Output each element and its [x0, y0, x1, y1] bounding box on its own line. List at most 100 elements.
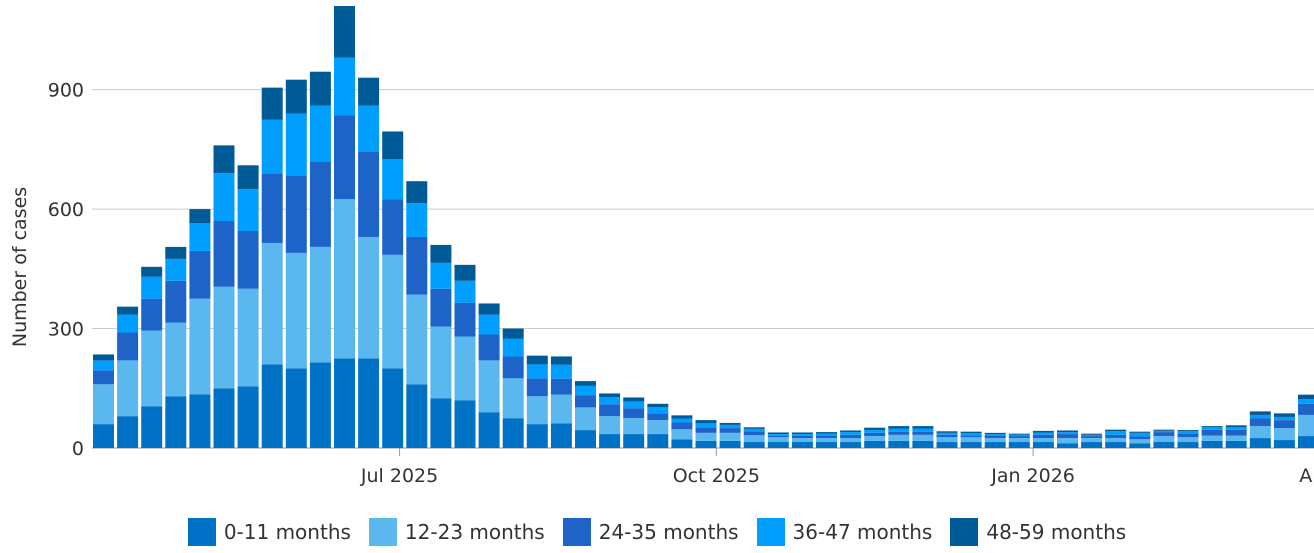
bar-segment — [1057, 434, 1078, 439]
bar-segment — [1201, 435, 1223, 441]
bar-segment — [1081, 436, 1103, 439]
bar-segment — [309, 362, 331, 448]
bar-segment — [599, 393, 621, 398]
bar-segment — [912, 431, 934, 435]
bar-segment — [936, 432, 958, 435]
y-axis-title: Number of cases — [9, 187, 31, 347]
bar-segment — [912, 428, 934, 432]
bar-segment — [502, 328, 524, 339]
bar-stack — [502, 328, 524, 448]
bar-segment — [165, 280, 187, 323]
x-tick-label: Jan 2026 — [990, 465, 1075, 487]
bar-stack — [623, 397, 645, 448]
bar-segment — [984, 434, 1006, 436]
bar-stack — [117, 306, 139, 448]
bar-segment — [309, 71, 331, 106]
bar-segment — [1153, 432, 1175, 437]
bar-segment — [93, 360, 114, 371]
bar-stack — [261, 87, 283, 448]
bar-segment — [454, 264, 476, 281]
bar-segment — [960, 435, 982, 438]
bar-segment — [767, 434, 789, 436]
bar-segment — [237, 189, 259, 231]
bar-segment — [936, 442, 958, 448]
bar-stack — [1105, 429, 1127, 448]
legend-label: 48-59 months — [986, 520, 1127, 544]
bar-segment — [1249, 438, 1271, 448]
bar-stack — [575, 381, 596, 448]
bar-segment — [309, 246, 331, 363]
bar-segment — [213, 388, 235, 448]
bar-segment — [623, 397, 645, 402]
bar-segment — [791, 434, 813, 436]
bar-stack — [1177, 430, 1199, 448]
bar-segment — [1008, 434, 1030, 437]
bar-segment — [767, 442, 789, 448]
bar-segment — [719, 428, 741, 433]
bar-segment — [816, 442, 837, 448]
bar-segment — [1225, 427, 1247, 430]
legend-swatch — [187, 518, 216, 546]
bar-segment — [1201, 440, 1223, 448]
bar-segment — [93, 424, 114, 448]
bar-segment — [1008, 438, 1030, 443]
bar-segment — [526, 364, 548, 379]
bar-segment — [912, 434, 934, 441]
bar-segment — [189, 250, 211, 299]
bar-segment — [1153, 430, 1175, 433]
bar-segment — [575, 381, 596, 386]
x-tick-label: Oct 2025 — [673, 465, 760, 487]
bar-segment — [1081, 434, 1103, 437]
bar-segment — [189, 394, 211, 448]
bar-segment — [912, 426, 934, 429]
bar-segment — [695, 432, 717, 441]
bar-segment — [623, 401, 645, 409]
bar-segment — [671, 415, 693, 419]
legend-swatch — [368, 518, 397, 546]
bar-segment — [575, 430, 596, 448]
bar-stack — [526, 355, 548, 448]
bar-segment — [840, 430, 862, 433]
bar-segment — [1008, 436, 1030, 439]
bar-segment — [478, 334, 500, 361]
bar-segment — [960, 433, 982, 436]
bar-segment — [1057, 438, 1078, 444]
x-axis-ticks: Jul 2025 Oct 2025 Jan 2026 Apr 2026 — [360, 448, 1314, 487]
bar-segment — [1008, 442, 1030, 448]
bar-segment — [454, 280, 476, 303]
bar-segment — [309, 161, 331, 247]
bar-segment — [1249, 411, 1271, 415]
bar-segment — [526, 355, 548, 365]
bar-segment — [888, 428, 910, 432]
legend-item: 0-11 months — [187, 518, 351, 546]
bar-segment — [237, 386, 259, 448]
bar-segment — [791, 432, 813, 435]
bar-segment — [478, 314, 500, 335]
bar-segment — [406, 236, 428, 295]
bar-segment — [864, 427, 886, 431]
legend-swatch — [756, 518, 785, 546]
bar-segment — [454, 336, 476, 401]
bar-segment — [141, 298, 163, 331]
y-tick-label: 300 — [48, 319, 84, 341]
bar-stack — [1201, 426, 1223, 448]
bar-segment — [550, 356, 572, 365]
bar-segment — [791, 442, 813, 448]
bar-segment — [502, 378, 524, 419]
bar-segment — [647, 420, 669, 435]
bar-stack — [1032, 430, 1054, 448]
bar-segment — [261, 173, 283, 243]
legend-label: 0-11 months — [223, 520, 351, 544]
bar-segment — [719, 432, 741, 441]
bar-segment — [1273, 440, 1295, 448]
legend-item: 36-47 months — [756, 518, 932, 546]
bar-segment — [261, 119, 283, 174]
bar-segment — [358, 77, 380, 106]
bar-segment — [406, 181, 428, 204]
bar-stack — [1298, 394, 1314, 448]
bar-segment — [599, 434, 621, 448]
bar-segment — [1225, 425, 1247, 428]
bar-stack — [1129, 431, 1151, 448]
y-tick-label: 600 — [48, 199, 84, 221]
bar-segment — [864, 436, 886, 441]
